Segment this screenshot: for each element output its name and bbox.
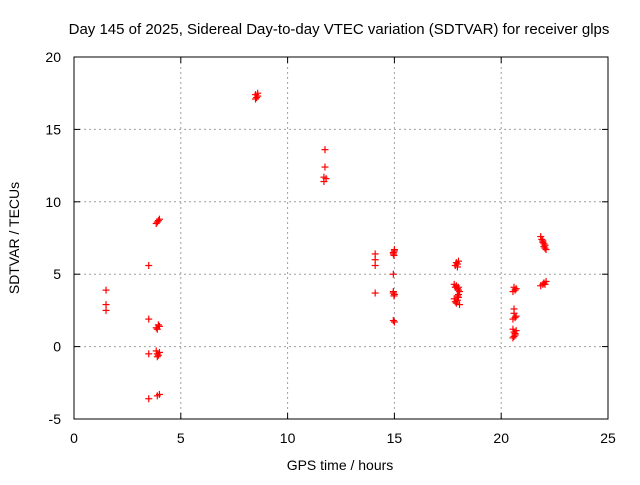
plot-frame — [73, 56, 609, 420]
data-point — [511, 330, 519, 338]
y-tick-label: -5 — [49, 411, 62, 427]
data-point — [154, 217, 162, 225]
data-point — [102, 286, 110, 294]
data-point — [322, 175, 330, 183]
y-tick-label: 10 — [45, 194, 61, 210]
data-point — [389, 317, 397, 325]
data-point — [453, 263, 461, 271]
data-point — [389, 270, 397, 278]
x-tick-label: 25 — [600, 430, 616, 446]
data-point — [145, 315, 153, 323]
data-point — [542, 277, 550, 285]
data-point — [155, 348, 163, 356]
data-point — [254, 89, 262, 97]
data-point — [512, 312, 520, 320]
data-point — [389, 289, 397, 297]
data-point — [539, 237, 547, 245]
y-tick-label: 15 — [45, 121, 61, 137]
data-point — [145, 262, 153, 270]
data-point — [321, 163, 329, 171]
data-point — [390, 318, 398, 326]
data-point — [145, 350, 153, 358]
data-point — [371, 262, 379, 270]
data-point — [509, 288, 517, 296]
data-point — [153, 325, 161, 333]
data-point — [153, 218, 161, 226]
data-point — [145, 395, 153, 403]
x-tick-label: 0 — [70, 430, 78, 446]
data-point — [321, 146, 329, 154]
grid-layer — [74, 57, 608, 419]
x-tick-label: 5 — [177, 430, 185, 446]
data-point — [454, 257, 462, 265]
chart-title: Day 145 of 2025, Sidereal Day-to-day VTE… — [69, 21, 610, 38]
data-point — [454, 283, 462, 291]
tick-labels-layer: 0 5 10 15 20 25 -5 0 5 10 15 20 — [45, 49, 616, 446]
data-point — [541, 244, 549, 252]
data-point — [453, 292, 461, 300]
data-point — [456, 301, 464, 309]
x-tick-label: 20 — [493, 430, 509, 446]
data-point — [253, 94, 261, 102]
y-tick-label: 0 — [53, 339, 61, 355]
data-point — [542, 246, 550, 254]
data-point — [154, 321, 162, 329]
x-axis-label: GPS time / hours — [287, 457, 394, 473]
y-tick-label: 20 — [45, 49, 61, 65]
points-layer — [102, 89, 550, 403]
data-point — [509, 334, 517, 342]
data-point — [252, 95, 260, 103]
x-tick-label: 10 — [280, 430, 296, 446]
data-point — [102, 306, 110, 314]
data-point — [454, 290, 462, 298]
data-point — [371, 289, 379, 297]
ticks-layer — [73, 56, 609, 420]
y-tick-label: 5 — [53, 266, 61, 282]
x-tick-label: 15 — [387, 430, 403, 446]
data-point — [153, 353, 161, 361]
y-axis-label: SDTVAR / TECUs — [6, 182, 22, 294]
data-point — [155, 390, 163, 398]
data-point — [390, 251, 398, 259]
